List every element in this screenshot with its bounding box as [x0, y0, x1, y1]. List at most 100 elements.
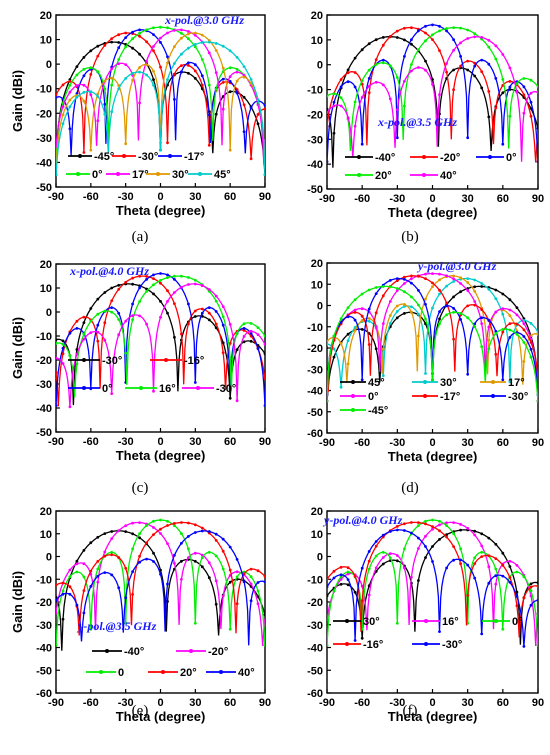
series-point: [173, 335, 176, 339]
legend-entry: 30°: [440, 377, 457, 389]
series-point: [68, 575, 72, 579]
series-point: [159, 41, 162, 44]
series-point: [256, 98, 260, 101]
series-point: [395, 316, 399, 320]
series-point: [327, 594, 329, 598]
y-tick-label: -20: [36, 597, 52, 609]
series-point: [339, 385, 343, 389]
series-point: [56, 341, 58, 345]
series-point: [228, 396, 232, 400]
series-point: [522, 360, 526, 363]
series-point: [536, 643, 538, 647]
x-tick-label: -60: [354, 193, 370, 205]
series-point: [68, 83, 72, 87]
series-point: [187, 556, 190, 560]
y-tick-label: -60: [307, 428, 323, 440]
series-point: [103, 321, 107, 325]
legend-entry: -17°: [184, 151, 204, 163]
series-point: [332, 576, 336, 580]
series-point: [200, 58, 204, 61]
series-point: [417, 579, 420, 582]
series-point: [242, 572, 246, 576]
series-point: [459, 528, 462, 532]
series-point: [138, 300, 142, 303]
series-point: [494, 57, 498, 61]
series-point: [75, 73, 79, 77]
series-point: [145, 557, 149, 561]
series-point: [117, 33, 121, 37]
legend-entry: 16°: [442, 616, 459, 628]
series-point: [438, 523, 441, 527]
series-point: [438, 272, 441, 276]
x-tick-label: 60: [497, 437, 509, 449]
series-point: [242, 327, 246, 330]
series-point: [494, 288, 498, 292]
series-point: [124, 77, 128, 80]
legend-marker: [219, 670, 223, 674]
series-point: [193, 45, 197, 49]
series-point: [214, 322, 218, 326]
series-point: [138, 532, 142, 535]
series-point: [110, 76, 114, 80]
series-point: [353, 318, 357, 322]
series-point: [424, 534, 427, 538]
series-point: [480, 345, 484, 349]
legend-entry: 17°: [508, 377, 525, 389]
series-point: [145, 73, 149, 77]
series-point: [459, 41, 462, 45]
series-point: [473, 300, 477, 303]
series-point: [395, 525, 399, 528]
series-point: [466, 281, 470, 284]
series-point: [445, 29, 448, 33]
y-tick-label: 10: [40, 529, 52, 541]
series-point: [374, 347, 378, 351]
series-point: [103, 79, 107, 83]
series-point: [75, 95, 79, 99]
series-point: [82, 67, 86, 71]
series-point: [388, 314, 392, 317]
series-point: [494, 77, 498, 80]
series-point: [522, 85, 526, 89]
series-point: [515, 570, 519, 574]
series-point: [56, 93, 58, 97]
series-point: [346, 332, 350, 336]
series-point: [417, 547, 420, 550]
series-point: [424, 556, 427, 559]
series-point: [466, 563, 470, 567]
series-point: [207, 311, 211, 315]
series-point: [395, 136, 399, 140]
series-point: [82, 315, 86, 319]
series-point: [193, 621, 197, 625]
series-point: [68, 331, 72, 335]
legend-marker: [99, 670, 103, 674]
series-point: [242, 130, 246, 134]
y-tick-label: 20: [311, 258, 323, 270]
series-point: [228, 357, 232, 360]
series-point: [327, 94, 329, 98]
x-axis-label: Theta (degree): [116, 203, 206, 218]
series-point: [508, 314, 512, 317]
series-point: [138, 101, 142, 105]
x-tick-label: -30: [118, 436, 134, 448]
series-point: [346, 116, 350, 120]
y-tick-label: 20: [40, 10, 52, 22]
series-point: [180, 31, 183, 35]
series-point: [395, 287, 399, 290]
y-tick-label: 0: [46, 307, 52, 319]
series-point: [424, 519, 427, 523]
series-point: [395, 289, 399, 292]
series-point: [159, 148, 162, 152]
series-point: [424, 68, 427, 72]
x-tick-label: -60: [354, 697, 370, 709]
legend-entry: 0°: [512, 616, 523, 628]
series-point: [438, 519, 441, 523]
series-point: [89, 627, 93, 631]
series-layer: [56, 25, 265, 177]
series-point: [68, 127, 72, 131]
series-point: [501, 53, 505, 56]
legend-entry: -20°: [440, 152, 460, 164]
y-tick-label: 0: [317, 60, 323, 72]
series-point: [360, 328, 364, 331]
series-point: [374, 311, 378, 315]
series-point: [200, 565, 204, 569]
